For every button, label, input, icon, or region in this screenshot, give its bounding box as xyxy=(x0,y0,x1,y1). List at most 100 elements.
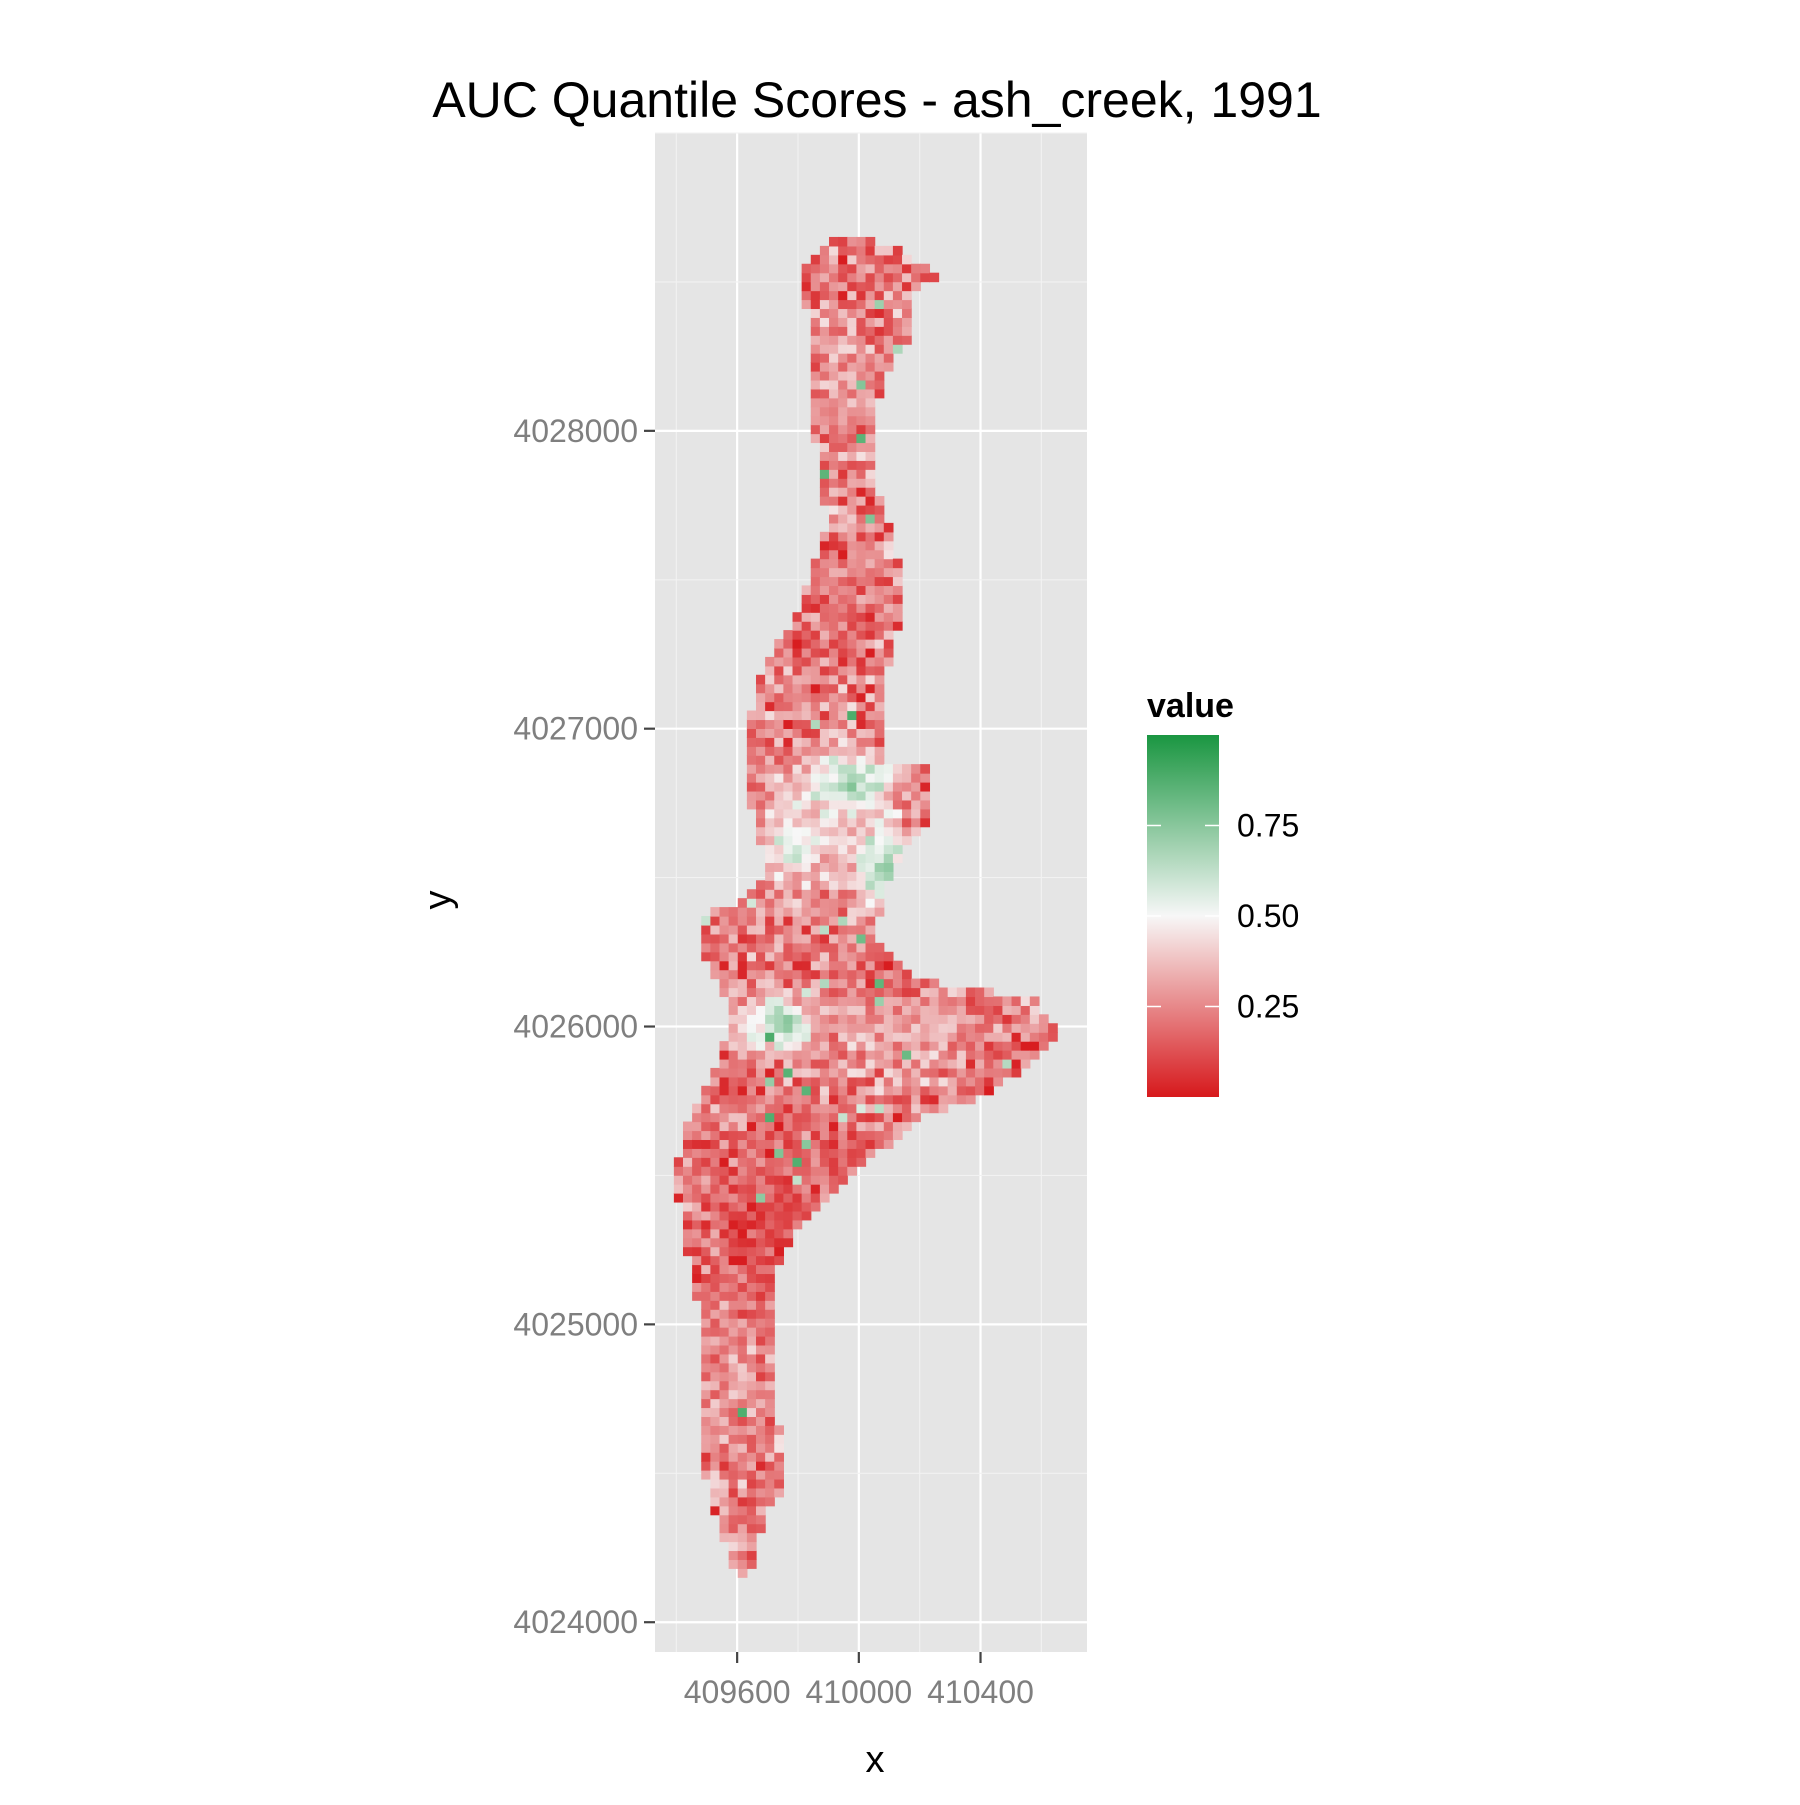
heatmap-cell xyxy=(737,960,748,971)
heatmap-cell xyxy=(801,1014,812,1024)
heatmap-cell xyxy=(838,898,848,908)
heatmap-cell xyxy=(847,236,858,247)
heatmap-cell xyxy=(810,1032,821,1042)
heatmap-cell xyxy=(883,978,894,989)
heatmap-cell xyxy=(774,844,784,855)
heatmap-cell xyxy=(765,942,775,953)
heatmap-cell xyxy=(756,710,766,721)
heatmap-cell xyxy=(847,683,858,694)
heatmap-cell xyxy=(756,1398,766,1409)
heatmap-cell xyxy=(856,281,867,292)
heatmap-cell xyxy=(737,1282,748,1292)
heatmap-cell xyxy=(728,1094,739,1105)
heatmap-cell xyxy=(856,835,867,846)
heatmap-cell xyxy=(865,281,876,292)
heatmap-cell xyxy=(774,1201,784,1212)
heatmap-cell xyxy=(765,1032,775,1042)
heatmap-cell xyxy=(728,924,739,935)
heatmap-cell xyxy=(792,1005,803,1015)
heatmap-cell xyxy=(783,942,794,953)
heatmap-cell xyxy=(902,817,912,828)
heatmap-cell xyxy=(938,1023,949,1033)
heatmap-cell xyxy=(728,1264,739,1275)
heatmap-cell xyxy=(883,1005,894,1015)
heatmap-cell xyxy=(865,853,876,864)
heatmap-cell xyxy=(783,746,794,756)
heatmap-cell xyxy=(865,933,876,944)
heatmap-cell xyxy=(774,1139,784,1149)
heatmap-cell xyxy=(829,496,839,506)
heatmap-cell xyxy=(682,1175,693,1185)
heatmap-cell xyxy=(874,290,885,301)
heatmap-cell xyxy=(965,1005,976,1015)
heatmap-cell xyxy=(819,531,830,542)
heatmap-cell xyxy=(774,1076,784,1087)
heatmap-cell xyxy=(719,1228,730,1239)
heatmap-cell xyxy=(783,647,794,658)
heatmap-cell xyxy=(701,1291,711,1301)
heatmap-cell xyxy=(737,1076,748,1087)
heatmap-cell xyxy=(819,960,830,971)
heatmap-cell xyxy=(856,505,867,515)
heatmap-cell xyxy=(856,996,867,1006)
heatmap-cell xyxy=(883,621,894,631)
heatmap-cell xyxy=(838,996,848,1006)
heatmap-cell xyxy=(756,1255,766,1266)
heatmap-cell xyxy=(874,683,885,694)
heatmap-cell xyxy=(883,844,894,855)
heatmap-cell xyxy=(774,924,784,935)
heatmap-cell xyxy=(865,299,876,310)
heatmap-cell xyxy=(865,969,876,980)
heatmap-cell xyxy=(765,1103,775,1114)
heatmap-cell xyxy=(829,379,839,390)
heatmap-cell xyxy=(829,674,839,685)
heatmap-cell xyxy=(746,1201,757,1212)
heatmap-cell xyxy=(765,853,775,864)
heatmap-cell xyxy=(929,1076,940,1087)
heatmap-cell xyxy=(792,1014,803,1024)
heatmap-cell xyxy=(692,1291,702,1301)
heatmap-cell xyxy=(719,1461,730,1471)
heatmap-cell xyxy=(965,1067,976,1078)
heatmap-cell xyxy=(874,1094,885,1105)
heatmap-cell xyxy=(829,656,839,667)
heatmap-cell xyxy=(856,1094,867,1105)
heatmap-cell xyxy=(883,522,894,533)
heatmap-cell xyxy=(883,245,894,256)
heatmap-cell xyxy=(810,344,821,354)
heatmap-cell xyxy=(975,1067,985,1078)
heatmap-cell xyxy=(774,835,784,846)
heatmap-cell xyxy=(765,1184,775,1194)
heatmap-cell xyxy=(746,960,757,971)
heatmap-cell xyxy=(838,1023,848,1033)
heatmap-cell xyxy=(892,594,903,604)
heatmap-cell xyxy=(765,1353,775,1364)
heatmap-cell xyxy=(801,299,812,310)
heatmap-cell xyxy=(829,790,839,801)
heatmap-cell xyxy=(792,808,803,819)
heatmap-cell xyxy=(801,612,812,622)
heatmap-cell xyxy=(965,1058,976,1069)
heatmap-cell xyxy=(829,996,839,1006)
heatmap-cell xyxy=(838,344,848,354)
heatmap-cell xyxy=(737,1327,748,1337)
heatmap-cell xyxy=(947,1032,958,1042)
heatmap-cell xyxy=(838,1175,848,1185)
heatmap-cell xyxy=(728,1532,739,1543)
heatmap-cell xyxy=(829,701,839,712)
heatmap-cell xyxy=(819,594,830,604)
heatmap-cell xyxy=(765,1085,775,1096)
heatmap-cell xyxy=(774,1175,784,1185)
heatmap-cell xyxy=(719,1282,730,1292)
heatmap-cell xyxy=(1048,1032,1058,1042)
heatmap-cell xyxy=(847,692,858,703)
heatmap-cell xyxy=(856,898,867,908)
heatmap-cell xyxy=(692,1157,702,1167)
heatmap-cell xyxy=(829,639,839,649)
heatmap-cell xyxy=(701,1309,711,1319)
heatmap-cell xyxy=(838,1139,848,1149)
heatmap-cell xyxy=(710,1443,721,1453)
heatmap-cell xyxy=(810,1130,821,1141)
heatmap-cell xyxy=(746,1300,757,1310)
heatmap-cell xyxy=(829,1058,839,1069)
